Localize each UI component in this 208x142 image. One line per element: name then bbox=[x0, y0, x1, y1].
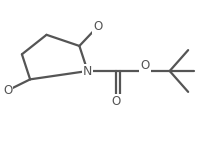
Text: N: N bbox=[83, 64, 92, 78]
Text: O: O bbox=[3, 84, 12, 97]
Text: O: O bbox=[112, 95, 121, 108]
Text: O: O bbox=[140, 59, 150, 72]
Text: O: O bbox=[93, 20, 103, 33]
